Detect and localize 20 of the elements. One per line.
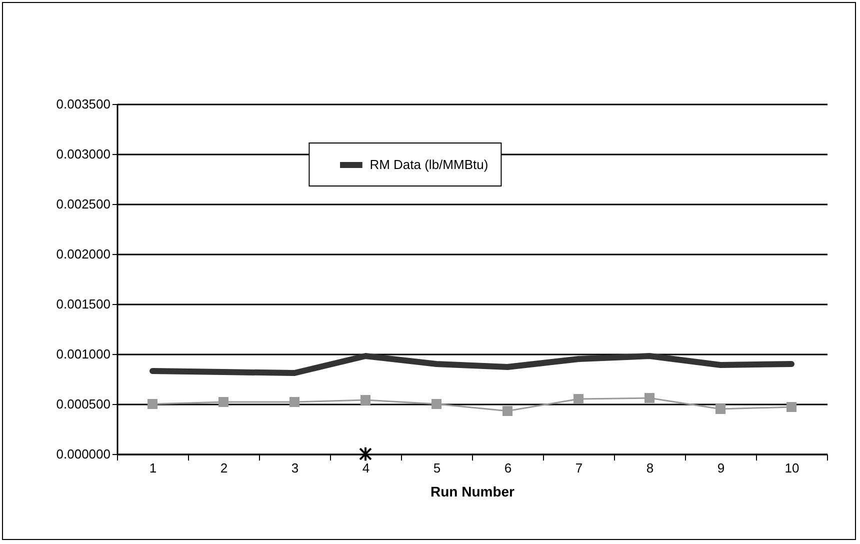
x-tick-label: 2 — [220, 460, 228, 476]
x-tick-label: 10 — [784, 460, 800, 476]
legend-label: RM Data (lb/MMBtu) — [370, 157, 488, 172]
x-tick-label: 7 — [575, 460, 583, 476]
y-tick-label: 0.001000 — [56, 346, 110, 362]
x-tick-label: 8 — [646, 460, 654, 476]
x-tick-label: 4 — [362, 460, 370, 476]
x-tick-label: 9 — [717, 460, 725, 476]
y-tick-label: 0.000500 — [56, 396, 110, 412]
y-tick-label: 0.002000 — [56, 246, 110, 262]
x-tick-label: 1 — [149, 460, 157, 476]
x-axis-title: Run Number — [430, 484, 516, 500]
x-tick-label: 5 — [433, 460, 441, 476]
y-tick-label: 0.003500 — [56, 96, 110, 112]
x-tick-label: 6 — [504, 460, 512, 476]
y-tick-label: 0.002500 — [56, 196, 110, 212]
y-tick-label: 0.001500 — [56, 296, 110, 312]
y-tick-label: 0.000000 — [56, 446, 110, 462]
x-tick-label: 3 — [291, 460, 299, 476]
y-tick-label: 0.003000 — [56, 146, 110, 162]
